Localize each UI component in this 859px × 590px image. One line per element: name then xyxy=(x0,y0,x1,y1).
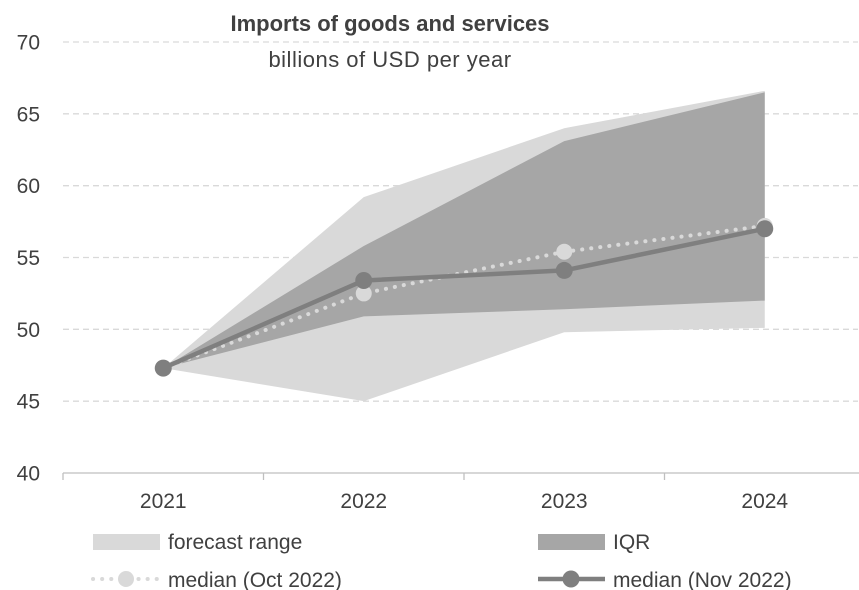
legend-swatch-forecast-range xyxy=(93,534,160,550)
y-tick-label: 55 xyxy=(17,247,40,270)
legend-item-median-oct: median (Oct 2022) xyxy=(91,569,342,590)
point-median-nov xyxy=(355,271,373,289)
y-tick-label: 60 xyxy=(17,175,40,198)
y-tick-labels: 40 45 50 55 60 65 70 xyxy=(17,32,40,486)
point-median-oct xyxy=(355,285,372,302)
legend-label-median-nov: median (Nov 2022) xyxy=(613,569,792,590)
point-median-oct xyxy=(556,243,573,260)
point-median-nov xyxy=(555,261,573,279)
y-tick-label: 65 xyxy=(17,103,40,126)
legend-swatch-iqr xyxy=(538,534,605,550)
legend-item-iqr: IQR xyxy=(538,531,650,554)
x-tick-labels: 2021 2022 2023 2024 xyxy=(140,490,789,513)
point-median-nov xyxy=(756,220,774,238)
legend-item-forecast-range: forecast range xyxy=(93,531,302,554)
chart-title: Imports of goods and services xyxy=(230,11,549,36)
x-tick-label: 2023 xyxy=(541,490,588,513)
line-median-oct xyxy=(161,223,767,371)
x-tick-label: 2024 xyxy=(741,490,788,513)
chart-subtitle: billions of USD per year xyxy=(268,47,511,72)
y-tick-label: 50 xyxy=(17,319,40,342)
x-axis xyxy=(62,472,859,480)
legend-marker-median-nov xyxy=(562,570,580,588)
y-tick-label: 45 xyxy=(17,391,40,414)
x-tick-label: 2022 xyxy=(340,490,387,513)
point-median-nov xyxy=(154,359,172,377)
legend-item-median-nov: median (Nov 2022) xyxy=(538,569,792,590)
series-lines xyxy=(154,217,774,377)
bands xyxy=(163,90,765,402)
legend-label-forecast-range: forecast range xyxy=(168,531,302,554)
iqr-band xyxy=(163,92,765,369)
legend-marker-median-oct xyxy=(118,571,134,587)
y-tick-label: 40 xyxy=(17,463,40,486)
legend-label-iqr: IQR xyxy=(613,531,650,554)
line-median-nov xyxy=(161,226,767,371)
y-tick-label: 70 xyxy=(17,32,40,55)
x-tick-label: 2021 xyxy=(140,490,187,513)
legend-label-median-oct: median (Oct 2022) xyxy=(168,569,342,590)
legend: forecast range IQR median (Oct 2022) med… xyxy=(91,531,792,590)
